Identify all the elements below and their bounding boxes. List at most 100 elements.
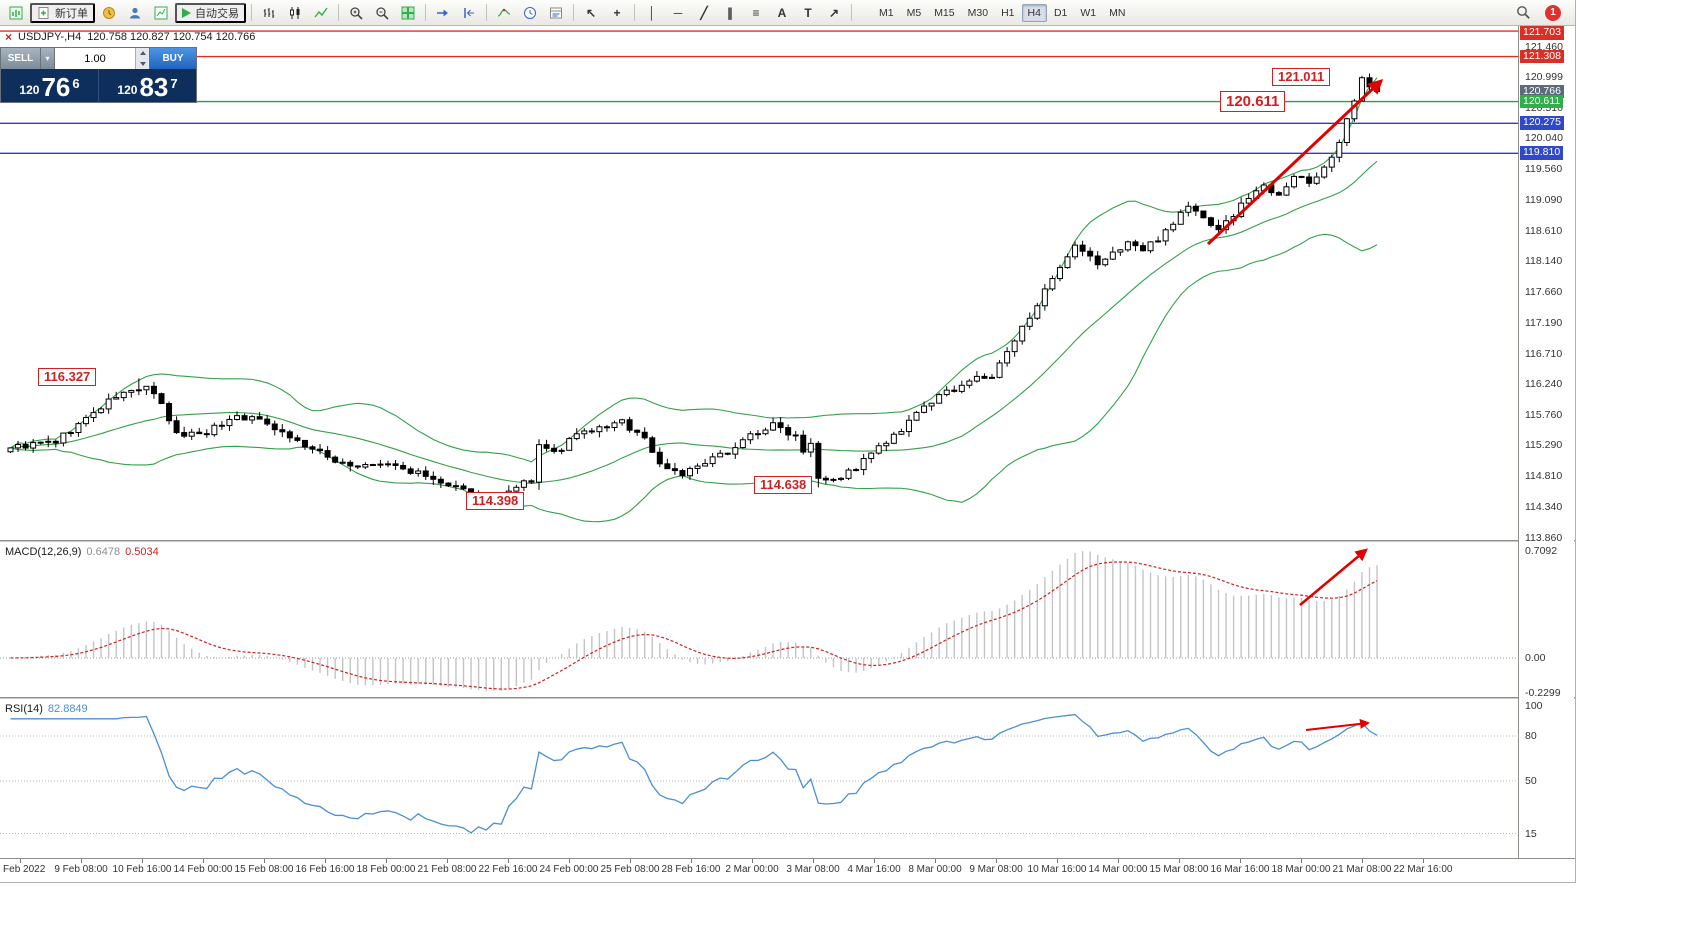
pane-splitter[interactable] (0, 540, 1575, 543)
time-axis-label: 22 Feb 16:00 (478, 864, 538, 875)
bid-price[interactable]: 120 76 6 (1, 69, 99, 102)
time-tick (996, 859, 997, 863)
macd-scale-label: 0.7092 (1525, 545, 1558, 557)
timeframe-button-M5[interactable]: M5 (901, 4, 928, 22)
timeframe-button-M15[interactable]: M15 (928, 4, 960, 22)
rsi-scale-label: 100 (1525, 700, 1543, 712)
price-annotation[interactable]: 114.638 (754, 476, 813, 494)
horizontal-line-tool-icon[interactable]: ─ (673, 5, 683, 20)
ask-price[interactable]: 120 83 7 (117, 72, 178, 103)
main-chart-pane: × USDJPY-,H4 120.758 120.827 120.754 120… (0, 26, 1518, 540)
notification-badge[interactable]: 1 (1545, 4, 1561, 21)
time-axis-label: 14 Feb 00:00 (173, 864, 233, 875)
macd-canvas[interactable] (0, 543, 1518, 697)
trend-arrow[interactable] (1305, 718, 1370, 731)
timeframe-button-H1[interactable]: H1 (995, 4, 1020, 22)
candlestick-chart-icon[interactable] (283, 3, 307, 23)
arrows-tool-icon[interactable]: ↗ (828, 5, 840, 20)
trendline-tool-icon[interactable]: ╱ (700, 5, 708, 20)
ohlc-bars-icon[interactable] (257, 3, 281, 23)
time-axis-label: 21 Mar 08:00 (1332, 864, 1392, 875)
macd-histogram (17, 551, 1378, 692)
fibonacci-tool-icon[interactable]: ≡ (752, 5, 760, 20)
search-icon[interactable] (1511, 3, 1535, 23)
channel-tool-icon[interactable]: ∥ (727, 5, 733, 20)
time-tick (1179, 859, 1180, 863)
price-annotation[interactable]: 114.398 (466, 492, 525, 510)
time-tick (203, 859, 204, 863)
time-tick (752, 859, 753, 863)
price-chart-canvas[interactable] (0, 26, 1518, 540)
volume-up-button[interactable] (136, 48, 149, 59)
trend-arrow[interactable] (1299, 548, 1368, 606)
price-tick-label: 116.710 (1525, 347, 1563, 360)
tile-windows-icon[interactable] (396, 3, 420, 23)
macd-scale-label: 0.00 (1525, 652, 1546, 664)
price-tick-label: 120.999 (1525, 70, 1563, 83)
price-annotation[interactable]: 116.327 (38, 368, 97, 386)
pane-splitter[interactable] (0, 697, 1575, 700)
vertical-line-tool-icon[interactable]: │ (648, 5, 656, 20)
accounts-icon[interactable] (123, 3, 147, 23)
trend-arrow[interactable] (1206, 78, 1384, 246)
timeframe-button-M30[interactable]: M30 (962, 4, 994, 22)
new-order-button[interactable]: 新订单 (30, 2, 95, 23)
timeframe-button-D1[interactable]: D1 (1048, 4, 1073, 22)
time-axis-label: 16 Feb 16:00 (295, 864, 355, 875)
time-tick (508, 859, 509, 863)
close-icon[interactable]: × (5, 30, 13, 44)
zoom-out-icon[interactable] (370, 3, 394, 23)
line-chart-icon[interactable] (309, 3, 333, 23)
one-click-trading-panel: SELL ▾ BUY 120 76 6 120 (0, 47, 197, 103)
price-tick-label: 118.140 (1525, 255, 1563, 268)
price-annotation[interactable]: 120.611 (1220, 91, 1286, 112)
buy-button[interactable]: BUY (150, 48, 196, 69)
auto-scroll-icon[interactable] (431, 3, 455, 23)
timeframe-button-MN[interactable]: MN (1103, 4, 1131, 22)
text-tool-icon[interactable]: A (777, 5, 787, 20)
timeframe-button-W1[interactable]: W1 (1074, 4, 1102, 22)
sell-button[interactable]: SELL (1, 48, 41, 69)
price-annotation[interactable]: 121.011 (1272, 68, 1331, 86)
chart-shift-icon[interactable] (457, 3, 481, 23)
toolbar-separator (634, 4, 635, 21)
time-axis-label: 28 Feb 16:00 (661, 864, 721, 875)
time-tick (691, 859, 692, 863)
periods-clock-icon[interactable] (518, 3, 542, 23)
ohlc-values: 120.758 120.827 120.754 120.766 (87, 31, 256, 43)
volume-input[interactable] (55, 48, 135, 69)
zoom-in-icon[interactable] (344, 3, 368, 23)
chart-windows-icon[interactable] (149, 3, 173, 23)
toolbar-separator (851, 4, 852, 21)
volume-down-button[interactable] (136, 58, 149, 69)
toolbar-separator (486, 4, 487, 21)
horizontal-level-lines[interactable] (0, 30, 1518, 155)
time-axis-label: 4 Mar 16:00 (847, 864, 901, 875)
price-badge: 120.275 (1520, 116, 1564, 130)
price-badge: 120.611 (1520, 94, 1564, 109)
timeframe-button-H4[interactable]: H4 (1021, 3, 1047, 22)
price-axis[interactable]: 121.460120.999120.510120.040119.560119.0… (1518, 26, 1574, 858)
indicators-icon[interactable] (492, 3, 516, 23)
cursor-icon[interactable]: ↖ (585, 5, 597, 20)
price-tick-label: 118.610 (1525, 224, 1563, 237)
price-tick-label: 119.560 (1525, 163, 1563, 176)
autotrading-button[interactable]: 自动交易 (175, 2, 246, 23)
price-tick-label: 114.810 (1525, 470, 1563, 483)
templates-icon[interactable] (544, 3, 568, 23)
toolbar-separator (425, 4, 426, 21)
market-watch-icon[interactable] (97, 3, 121, 23)
label-tool-icon[interactable]: T (804, 5, 812, 20)
crosshair-icon[interactable]: + (613, 5, 621, 20)
toolbar-separator (251, 4, 252, 21)
time-tick (447, 859, 448, 863)
app-chart-icon[interactable] (4, 3, 28, 23)
symbol-timeframe-text: USDJPY-,H4 (18, 31, 82, 43)
price-tick-label: 115.760 (1525, 408, 1563, 421)
volume-spinner (135, 48, 149, 69)
time-axis-label: 2 Mar 00:00 (725, 864, 779, 875)
timeframe-button-M1[interactable]: M1 (873, 4, 900, 22)
rsi-canvas[interactable] (0, 700, 1518, 858)
trade-menu-dropdown[interactable]: ▾ (41, 48, 55, 69)
